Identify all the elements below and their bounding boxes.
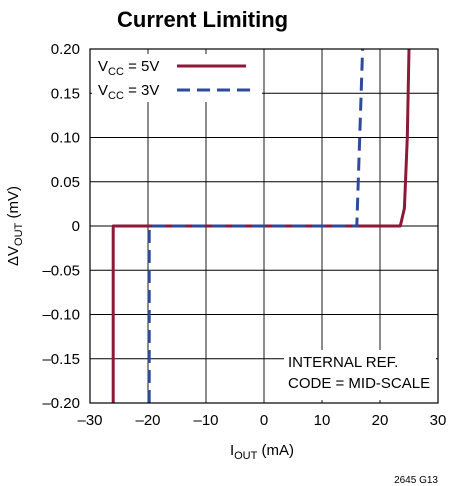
y-tick-label: 0 — [72, 218, 80, 235]
legend-label-vcc-5v: VCC = 5V — [98, 58, 159, 78]
x-tick-label: –10 — [193, 412, 218, 429]
series-line-vcc-3v — [147, 48, 365, 403]
legend-label-vcc-3v: VCC = 3V — [98, 82, 159, 102]
annotation-background — [284, 350, 436, 400]
series-layer — [111, 48, 411, 403]
x-tick-label: 10 — [314, 412, 331, 429]
y-tick-label: 0.05 — [51, 174, 80, 191]
chart-title: Current Limiting — [117, 7, 288, 32]
x-tick-label: 20 — [372, 412, 389, 429]
y-tick-label: –0.05 — [42, 262, 80, 279]
x-tick-label: 30 — [430, 412, 447, 429]
x-axis-label: IOUT (mA) — [230, 442, 294, 462]
annotation-line-1: INTERNAL REF. — [288, 354, 398, 371]
y-tick-label: 0.20 — [51, 41, 80, 58]
x-tick-label: –20 — [135, 412, 160, 429]
plot-frame — [89, 48, 439, 404]
y-tick-label: –0.20 — [42, 395, 80, 412]
y-tick-label: 0.15 — [51, 85, 80, 102]
annotation-line-2: CODE = MID-SCALE — [288, 375, 430, 392]
y-tick-label: –0.15 — [42, 351, 80, 368]
tick-labels: –30 –20 –10 0 10 20 30 0.20 0.15 0.10 0.05 0 –0.05 –0… — [42, 41, 446, 429]
legend-background — [92, 54, 262, 102]
x-tick-label: –30 — [77, 412, 102, 429]
annotation-box: INTERNAL REF. CODE = MID-SCALE — [284, 350, 436, 400]
legend: VCC = 5V VCC = 3V — [92, 54, 262, 102]
y-axis-label: ΔVOUT (mV) — [5, 186, 25, 266]
y-tick-label: 0.10 — [51, 130, 80, 147]
x-tick-label: 0 — [260, 412, 268, 429]
series-line-vcc-5v — [111, 48, 411, 403]
figure-id: 2645 G13 — [394, 475, 438, 486]
y-tick-label: –0.10 — [42, 307, 80, 324]
